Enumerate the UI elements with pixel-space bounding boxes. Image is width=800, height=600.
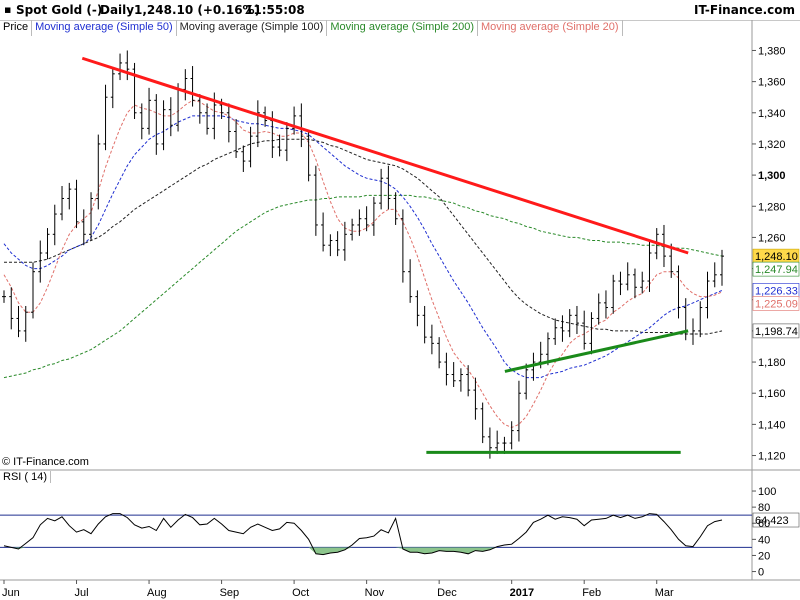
rsi-y-tick-label: 100 [758, 486, 776, 498]
y-tick-label: 1,160 [758, 388, 786, 400]
y-tick-label: 1,300 [758, 170, 786, 182]
rsi-oversold-fill [4, 547, 722, 555]
x-tick-label: Aug [147, 587, 167, 599]
price-dropdown-icon[interactable]: ▪ [4, 3, 12, 16]
legend-ma200[interactable]: Moving average (Simple 200) [327, 20, 479, 36]
price-tag-label: 1,225.09 [755, 298, 798, 310]
rsi-y-tick-label: 40 [758, 534, 770, 546]
series-ma200 [3, 194, 723, 379]
price-tag-label: 1,247.94 [755, 264, 798, 276]
legend-price[interactable]: Price [0, 20, 33, 36]
watermark: © IT-Finance.com [2, 456, 89, 468]
series-ma100 [4, 138, 723, 335]
y-tick-label: 1,340 [758, 108, 786, 120]
x-tick-label: Sep [220, 587, 240, 599]
rsi-value-tag: 64.423 [755, 515, 789, 527]
last-quote: 1,248.10 (+0.16%) [134, 3, 261, 17]
y-tick-label: 1,380 [758, 45, 786, 57]
y-tick-label: 1,280 [758, 201, 786, 213]
x-tick-label: Jun [2, 587, 20, 599]
rsi-line [3, 513, 723, 556]
price-tag-box [752, 323, 800, 339]
rsi-panel-title: RSI ( 14) [0, 471, 750, 487]
chart-header: ▪ Spot Gold (-) Daily 1,248.10 (+0.16%) … [0, 0, 800, 21]
trendline-support [504, 329, 689, 373]
indicator-legend: Price Moving average (Simple 50) Moving … [0, 20, 623, 36]
price-tag-label: 1,198.74 [755, 326, 798, 338]
series-ma20 [3, 99, 723, 429]
clock: 11:55:08 [245, 3, 305, 17]
x-tick-label: Nov [365, 587, 385, 599]
legend-ma50[interactable]: Moving average (Simple 50) [32, 20, 177, 36]
period-label: Daily [100, 3, 135, 17]
legend-ma100[interactable]: Moving average (Simple 100) [177, 20, 328, 36]
trendline-resistance [81, 56, 689, 255]
rsi-y-tick-label: 60 [758, 518, 770, 530]
price-tag-label: 1,248.10 [755, 251, 798, 263]
brand-name: IT-Finance.com [694, 3, 796, 17]
x-tick-label: Feb [582, 587, 601, 599]
x-tick-label: Jul [75, 587, 89, 599]
rsi-y-tick-label: 20 [758, 550, 770, 562]
x-tick-label: Mar [655, 587, 674, 599]
rsi-value-tag-box [752, 512, 800, 528]
y-tick-label: 1,180 [758, 357, 786, 369]
y-tick-label: 1,360 [758, 77, 786, 89]
y-tick-label: 1,260 [758, 232, 786, 244]
rsi-y-tick-label: 0 [758, 567, 764, 579]
instrument-name: Spot Gold (-) [16, 3, 103, 17]
y-tick-label: 1,120 [758, 451, 786, 463]
legend-ma20[interactable]: Moving average (Simple 20) [478, 20, 623, 36]
price-tag-label: 1,226.33 [755, 285, 798, 297]
x-tick-label: 2017 [510, 587, 534, 599]
price-tag-box [752, 296, 800, 311]
rsi-y-tick-label: 80 [758, 502, 770, 514]
x-tick-label: Dec [437, 587, 457, 599]
price-tag-box [752, 261, 800, 277]
y-tick-label: 1,320 [758, 139, 786, 151]
x-tick-label: Oct [292, 587, 309, 599]
y-tick-label: 1,140 [758, 419, 786, 431]
rsi-label[interactable]: RSI ( 14) [0, 471, 52, 483]
